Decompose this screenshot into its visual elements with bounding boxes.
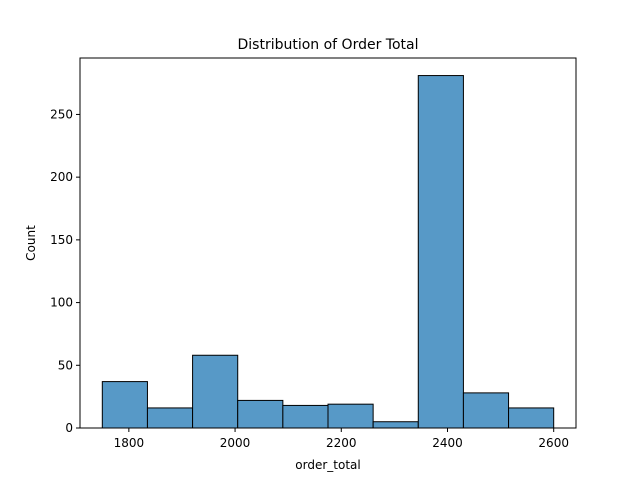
histogram-bar: [192, 354, 239, 429]
histogram-bar: [146, 407, 194, 429]
y-axis-label: Count: [24, 225, 38, 261]
x-tick-label: 2400: [432, 436, 463, 450]
x-tick-label: 1800: [114, 436, 145, 450]
histogram-bar: [282, 404, 329, 429]
bars-group: [101, 75, 555, 429]
chart-title: Distribution of Order Total: [237, 37, 418, 53]
histogram-bar: [508, 407, 555, 429]
y-tick-label: 50: [58, 358, 73, 372]
histogram-bar: [462, 392, 510, 429]
histogram-bar: [101, 381, 148, 429]
histogram-bar: [417, 75, 464, 429]
x-tick-label: 2000: [220, 436, 251, 450]
histogram-bar: [372, 421, 419, 429]
y-tick-label: 200: [50, 170, 73, 184]
y-tick-label: 0: [65, 421, 73, 435]
histogram-bar: [327, 403, 374, 429]
histogram-bar: [237, 399, 284, 429]
x-tick-label: 2200: [326, 436, 357, 450]
x-axis-ticks: 1800 2000 2200 2400 2600: [114, 428, 569, 450]
x-axis-label: order_total: [295, 458, 360, 472]
y-tick-label: 150: [50, 233, 73, 247]
y-tick-label: 250: [50, 107, 73, 121]
x-tick-label: 2600: [538, 436, 569, 450]
plot-frame: [79, 57, 577, 429]
y-axis-ticks: 0 50 100 150 200 250: [50, 107, 80, 435]
y-tick-label: 100: [50, 296, 73, 310]
